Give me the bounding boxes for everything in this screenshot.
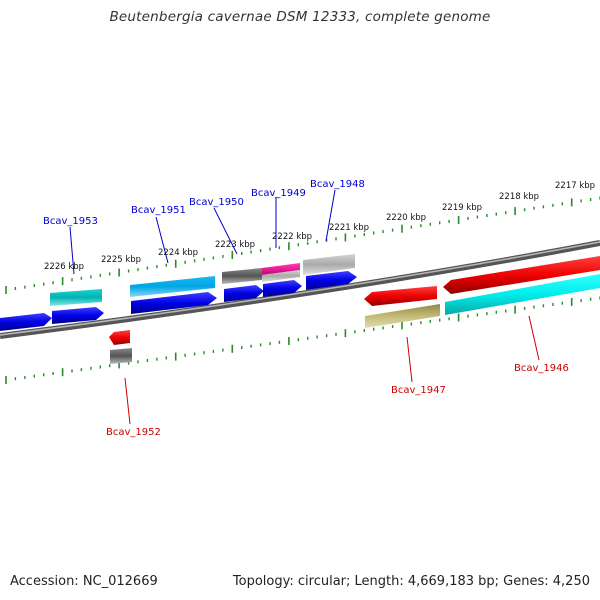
ruler-label-2218: 2218 kbp <box>499 192 539 202</box>
gene-label-bcav-1951[interactable]: Bcav_1951 <box>131 205 186 216</box>
gene-arrow-forward[interactable] <box>263 280 302 297</box>
leader-bcav-1947 <box>406 336 413 383</box>
gene-label-bcav-1947[interactable]: Bcav_1947 <box>391 385 446 396</box>
ruler-label-2217: 2217 kbp <box>555 181 595 191</box>
ruler-label-2226: 2226 kbp <box>44 262 84 272</box>
ruler-label-2224: 2224 kbp <box>158 248 198 258</box>
gene-labels: Bcav_1953 Bcav_1951 Bcav_1950 Bcav_1949 … <box>43 179 569 438</box>
leader-bcav-1952 <box>124 377 131 425</box>
genome-summary-text: Topology: circular; Length: 4,669,183 bp… <box>232 574 590 589</box>
leader-bcav-1948 <box>325 189 336 242</box>
leader-bcav-1946 <box>528 315 540 361</box>
gene-arrow-forward[interactable] <box>306 271 357 290</box>
ruler-label-2223: 2223 kbp <box>215 240 255 250</box>
gene-bcav-1947-feature[interactable] <box>365 304 440 328</box>
leader-bcav-1951 <box>155 216 169 264</box>
gene-bcav-1952-feature-lower <box>110 348 132 364</box>
forward-ruler <box>5 196 600 294</box>
gene-label-leaders <box>69 189 540 425</box>
gene-bcav-1949-feature[interactable] <box>262 263 300 275</box>
gene-arrow-reverse[interactable] <box>364 286 437 306</box>
gene-label-bcav-1948[interactable]: Bcav_1948 <box>310 179 365 190</box>
gene-bcav-1953-feature[interactable] <box>50 289 102 306</box>
leader-bcav-1953 <box>69 226 75 275</box>
ruler-label-2225: 2225 kbp <box>101 255 141 265</box>
genome-backbone-highlight <box>0 241 600 336</box>
gene-bcav-1949-feature-lower <box>262 270 300 282</box>
ruler-label-2219: 2219 kbp <box>442 203 482 213</box>
gene-arrow-reverse[interactable] <box>443 256 600 294</box>
genome-backbone <box>0 240 600 339</box>
gene-label-bcav-1952[interactable]: Bcav_1952 <box>106 427 161 438</box>
gene-arrow-forward[interactable] <box>224 285 264 302</box>
ruler-labels: 2217 kbp 2218 kbp 2219 kbp 2220 kbp 2221… <box>44 181 595 272</box>
gene-bcav-1951-feature[interactable] <box>130 276 215 297</box>
accession-text: Accession: NC_012669 <box>10 574 158 589</box>
gene-bcav-1950-feature[interactable] <box>222 268 262 284</box>
ruler-label-2220: 2220 kbp <box>386 213 426 223</box>
genome-title: Beutenbergia cavernae DSM 12333, complet… <box>109 9 491 25</box>
gene-bcav-1946-feature[interactable] <box>445 274 600 315</box>
gene-arrow-forward[interactable] <box>0 313 52 331</box>
gene-label-bcav-1953[interactable]: Bcav_1953 <box>43 216 98 227</box>
gene-arrow-forward[interactable] <box>52 307 104 324</box>
gene-bcav-1948-feature[interactable] <box>303 254 355 275</box>
leader-bcav-1950 <box>213 207 238 255</box>
gene-features <box>0 254 600 364</box>
gene-label-bcav-1950[interactable]: Bcav_1950 <box>189 197 244 208</box>
gene-label-bcav-1949[interactable]: Bcav_1949 <box>251 188 306 199</box>
gene-label-bcav-1946[interactable]: Bcav_1946 <box>514 363 569 374</box>
gene-arrow-forward[interactable] <box>131 292 217 314</box>
ruler-label-2222: 2222 kbp <box>272 232 312 242</box>
gene-bcav-1952-feature[interactable] <box>109 330 130 345</box>
ruler-label-2221: 2221 kbp <box>329 223 369 233</box>
